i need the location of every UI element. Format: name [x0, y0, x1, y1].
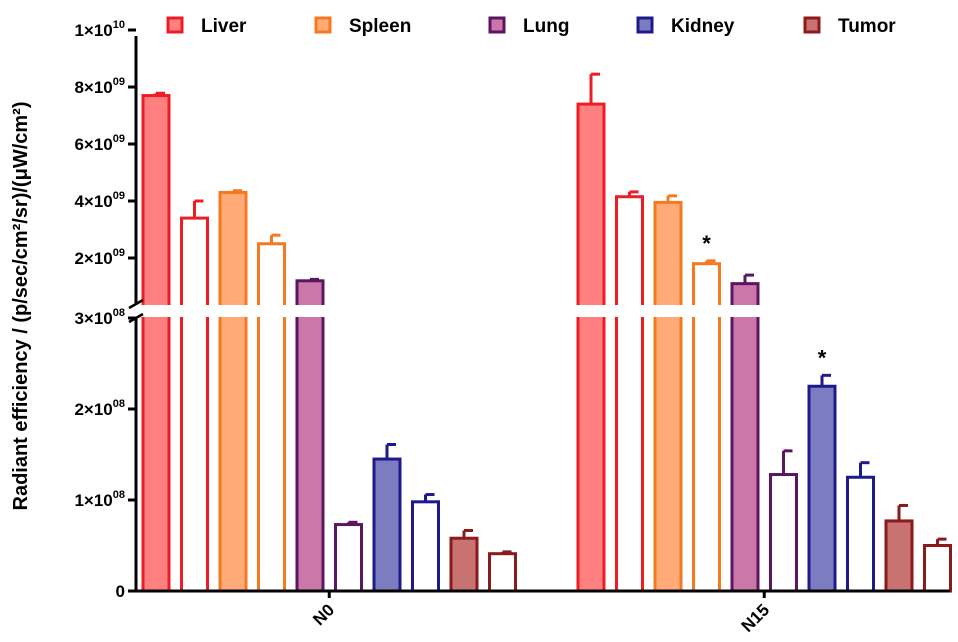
legend-label: Tumor [838, 16, 896, 37]
y-axis-title: Radiant efficiency / (p/sec/cm²/sr)/(μW/… [10, 102, 32, 511]
legend-swatch [488, 16, 506, 34]
bar [411, 500, 440, 593]
legend-item-lung: Lung [488, 16, 569, 37]
bar [257, 242, 286, 593]
y-tick-label: 8×1009 [74, 76, 125, 97]
y-tick-label: 0 [116, 582, 125, 601]
bar [730, 282, 760, 593]
legend: Liver Spleen Lung Kidney Tumor [166, 16, 896, 37]
bar [218, 190, 248, 593]
bar [923, 544, 952, 593]
bar-N15-spleen-open: * [692, 231, 721, 593]
legend-swatch [803, 16, 821, 34]
y-tick-label: 1×1008 [74, 489, 125, 510]
y-tick-label: 2×1009 [74, 247, 125, 268]
y-tick-label: 1×1010 [74, 19, 125, 40]
bar [334, 523, 363, 593]
legend-swatch [166, 16, 184, 34]
legend-label: Liver [201, 16, 247, 37]
bar-N15-lung-filled [730, 273, 760, 593]
bar-N0-kidney-open [411, 493, 440, 593]
bar-N15-tumor-open [923, 537, 952, 593]
bar [884, 519, 914, 593]
bar-N0-liver-filled [141, 91, 171, 593]
axis-break-gap [124, 305, 952, 317]
bar [615, 195, 644, 593]
bar-N0-spleen-filled [218, 189, 248, 593]
bar [372, 457, 402, 593]
bar [653, 200, 683, 593]
y-tick-label: 6×1009 [74, 133, 125, 154]
bar-N15-lung-open [769, 449, 798, 593]
bar-N0-tumor-open [488, 550, 517, 593]
bar-N0-liver-open [180, 199, 209, 593]
legend-item-kidney: Kidney [636, 16, 735, 37]
y-tick-label: 2×1008 [74, 398, 125, 419]
bar [692, 262, 721, 593]
bar [295, 279, 325, 593]
legend-swatch [636, 16, 654, 34]
x-tick-label: N15 [738, 600, 773, 635]
bars: ** [141, 72, 952, 593]
significance-star: * [818, 345, 827, 370]
bar-N15-kidney-open [846, 461, 875, 593]
y-tick-label: 3×1008 [74, 307, 125, 328]
legend-item-liver: Liver [166, 16, 247, 37]
legend-label: Lung [523, 16, 569, 37]
bar-N0-lung-open [334, 520, 363, 593]
significance-star: * [702, 231, 711, 256]
y-tick-label: 4×1009 [74, 190, 125, 211]
x-tick-label: N0 [309, 600, 338, 629]
legend-label: Kidney [671, 16, 735, 37]
bar [769, 473, 798, 593]
bar-N0-tumor-filled [449, 528, 479, 593]
legend-item-spleen: Spleen [314, 16, 411, 37]
bar [141, 94, 171, 593]
bar-N0-lung-filled [295, 277, 325, 593]
bar [488, 552, 517, 593]
bar-N0-kidney-filled [372, 442, 402, 593]
legend-item-tumor: Tumor [803, 16, 896, 37]
bar-N15-liver-open [615, 190, 644, 593]
bar-N0-spleen-open [257, 233, 286, 593]
bar-N15-spleen-filled [653, 194, 683, 593]
bar [449, 536, 479, 593]
legend-swatch [314, 16, 332, 34]
bar [807, 384, 837, 593]
bar-N15-liver-filled [576, 72, 606, 593]
bar [846, 475, 875, 593]
bar [576, 102, 606, 593]
axis-break-mark [128, 298, 144, 310]
legend-label: Spleen [349, 16, 411, 37]
bar [180, 216, 209, 593]
bar-N15-kidney-filled: * [807, 345, 837, 593]
bar-N15-tumor-filled [884, 503, 914, 593]
